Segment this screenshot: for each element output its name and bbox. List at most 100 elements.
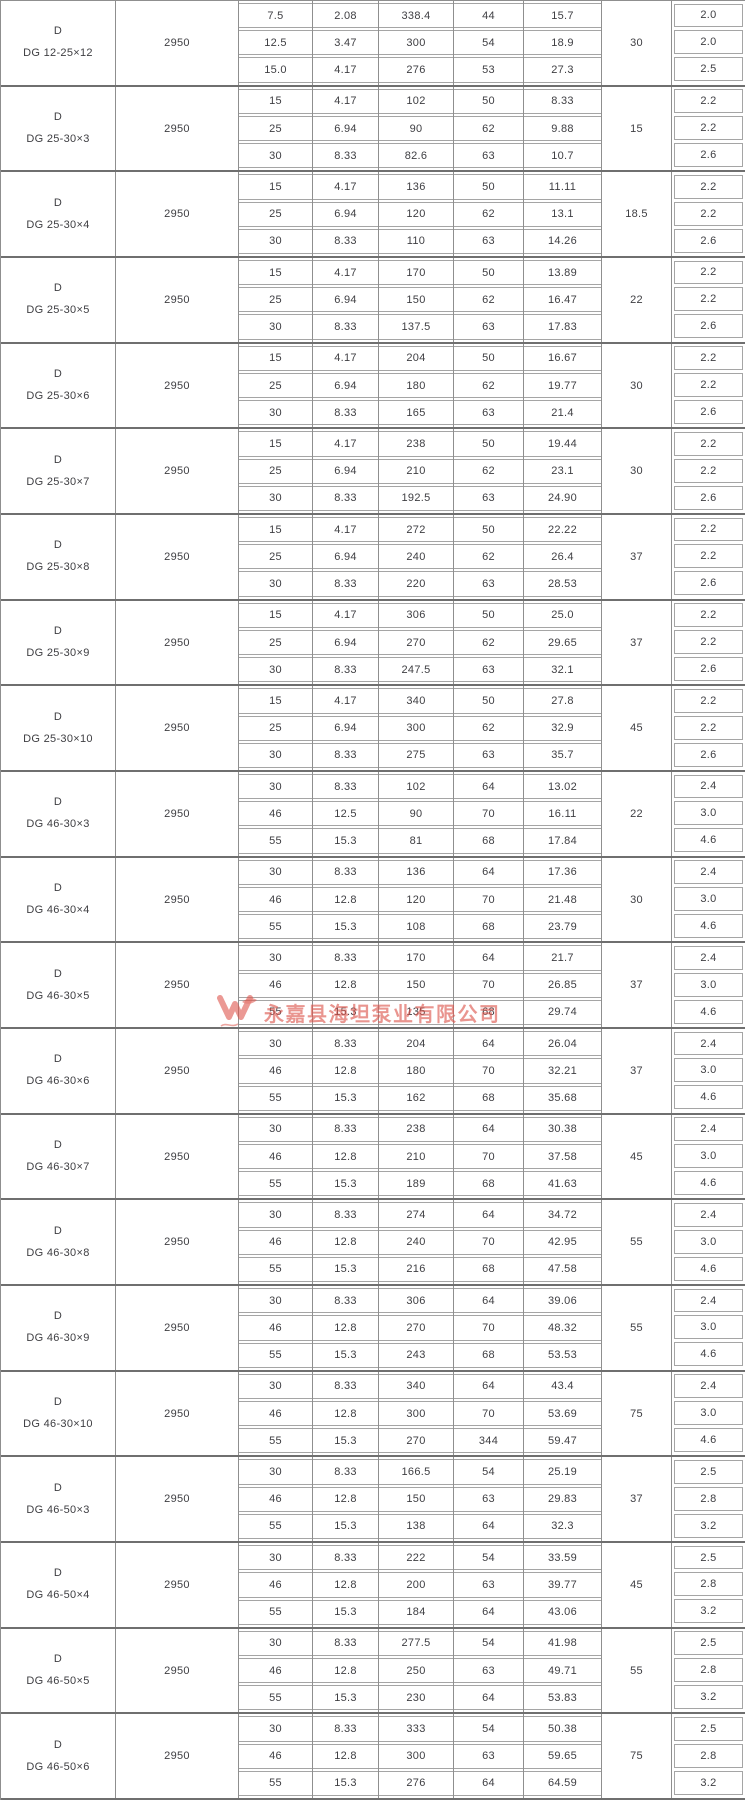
- flow-m3h-column: 15 25 30: [239, 343, 313, 428]
- flow-m3h-column: 15 25 30: [239, 172, 313, 257]
- extra-col-value: 3.2: [674, 1685, 743, 1709]
- extra-col-value: 2.8: [674, 1658, 743, 1683]
- extra-col-value: 2.6: [674, 314, 743, 339]
- head-column: 170 150 137.5: [379, 258, 454, 342]
- head-column: 102 90 81: [379, 772, 454, 856]
- flow-m3h-value: 30: [239, 657, 312, 683]
- extra-col-value: 2.2: [674, 201, 743, 226]
- head-value: 306: [379, 602, 453, 628]
- pump-model-group: D DG 25-30×4 2950 15 25 30 4.17 6.94 8.3…: [1, 172, 745, 259]
- flow-m3h-value: 46: [239, 1143, 312, 1170]
- model-code-label: DG 46-30×6: [26, 1075, 90, 1088]
- flow-m3h-column: 30 46 55: [239, 1114, 313, 1199]
- flow-ls-value: 6.94: [313, 458, 378, 484]
- shaft-power-value: 29.65: [524, 629, 601, 656]
- flow-m3h-value: 25: [239, 287, 312, 313]
- extra-col-value: 4.6: [674, 999, 743, 1024]
- flow-ls-value: 8.33: [313, 1545, 378, 1571]
- shaft-power-column: 30.38 37.58 41.63: [524, 1114, 602, 1199]
- extra-column: 2.4 3.0 4.6: [672, 772, 745, 856]
- pump-model-group: D DG 46-30×4 2950 30 46 55 8.33 12.8 15.…: [1, 857, 745, 944]
- model-cell: D DG 12-25×12: [1, 1, 116, 85]
- efficiency-value: 50: [454, 345, 523, 371]
- flow-ls-column: 4.17 6.94 8.33: [313, 429, 379, 514]
- extra-column: 2.2 2.2 2.6: [672, 429, 745, 513]
- head-column: 170 150 135: [379, 943, 454, 1028]
- extra-column: 2.4 3.0 4.6: [672, 1115, 745, 1199]
- flow-ls-value: 15.3: [313, 914, 378, 940]
- shaft-power-value: 17.83: [524, 314, 601, 340]
- extra-col-value: 2.2: [674, 688, 743, 713]
- shaft-power-value: 16.47: [524, 287, 601, 313]
- efficiency-column: 50 62 63: [454, 86, 524, 171]
- model-cell: D DG 46-30×3: [1, 772, 116, 856]
- extra-col-value: 2.4: [674, 1288, 743, 1313]
- head-value: 200: [379, 1572, 453, 1598]
- extra-column: 2.5 2.8 3.2: [672, 1629, 745, 1713]
- shaft-power-value: 10.7: [524, 143, 601, 169]
- flow-m3h-value: 55: [239, 1513, 312, 1540]
- extra-col-value: 2.2: [674, 174, 743, 199]
- model-code-label: DG 25-30×4: [26, 218, 90, 231]
- flow-m3h-value: 46: [239, 886, 312, 913]
- motor-power-cell: 45: [602, 1543, 672, 1627]
- head-value: 216: [379, 1256, 453, 1283]
- shaft-power-value: 9.88: [524, 115, 601, 142]
- shaft-power-column: 16.67 19.77 21.4: [524, 343, 602, 428]
- head-value: 136: [379, 859, 453, 885]
- head-value: 180: [379, 372, 453, 399]
- model-series-label: D: [53, 1310, 63, 1323]
- flow-m3h-column: 30 46 55: [239, 772, 313, 856]
- shaft-power-value: 26.85: [524, 972, 601, 998]
- flow-m3h-value: 55: [239, 1428, 312, 1454]
- shaft-power-value: 19.77: [524, 372, 601, 399]
- model-code-label: DG 46-50×5: [26, 1675, 90, 1688]
- head-value: 102: [379, 88, 453, 114]
- efficiency-value: 63: [454, 1486, 523, 1512]
- flow-ls-column: 8.33 12.8 15.3: [313, 1628, 379, 1713]
- extra-col-value: 2.8: [674, 1743, 743, 1768]
- flow-m3h-value: 15: [239, 174, 312, 200]
- model-code-label: DG 12-25×12: [23, 47, 93, 60]
- pump-model-group: D DG 25-30×9 2950 15 25 30 4.17 6.94 8.3…: [1, 600, 745, 687]
- extra-col-value: 3.2: [674, 1513, 743, 1538]
- efficiency-column: 64 70 68: [454, 857, 524, 942]
- head-value: 137.5: [379, 314, 453, 340]
- shaft-power-column: 25.19 29.83 32.3: [524, 1457, 602, 1542]
- efficiency-value: 54: [454, 1545, 523, 1571]
- extra-col-value: 2.4: [674, 1202, 743, 1227]
- pump-model-group: D DG 25-30×8 2950 15 25 30 4.17 6.94 8.3…: [1, 515, 745, 601]
- head-value: 340: [379, 1373, 453, 1399]
- flow-ls-value: 8.33: [313, 1716, 378, 1742]
- flow-m3h-value: 46: [239, 1572, 312, 1598]
- efficiency-value: 70: [454, 801, 523, 827]
- extra-col-value: 2.6: [674, 571, 743, 596]
- model-cell: D DG 46-30×8: [1, 1200, 116, 1285]
- motor-power-cell: 30: [602, 343, 672, 428]
- efficiency-value: 70: [454, 972, 523, 998]
- shaft-power-value: 33.59: [524, 1545, 601, 1571]
- head-value: 162: [379, 1085, 453, 1111]
- efficiency-column: 64 70 68: [454, 1114, 524, 1199]
- shaft-power-column: 22.22 26.4 28.53: [524, 515, 602, 599]
- shaft-power-value: 26.4: [524, 544, 601, 570]
- efficiency-value: 63: [454, 742, 523, 769]
- flow-m3h-column: 30 46 55: [239, 1200, 313, 1285]
- extra-column: 2.0 2.0 2.5: [672, 1, 745, 85]
- head-value: 270: [379, 1428, 453, 1454]
- efficiency-value: 64: [454, 1599, 523, 1625]
- model-code-label: DG 46-50×6: [26, 1760, 90, 1773]
- shaft-power-value: 47.58: [524, 1256, 601, 1283]
- shaft-power-value: 22.22: [524, 517, 601, 543]
- flow-m3h-column: 30 46 55: [239, 1543, 313, 1627]
- head-column: 136 120 110: [379, 172, 454, 257]
- shaft-power-value: 59.65: [524, 1743, 601, 1769]
- efficiency-value: 344: [454, 1428, 523, 1454]
- motor-power-cell: 37: [602, 515, 672, 599]
- model-series-label: D: [53, 25, 63, 38]
- flow-m3h-value: 55: [239, 1770, 312, 1797]
- speed-cell: 2950: [116, 1286, 239, 1370]
- flow-m3h-value: 15: [239, 431, 312, 457]
- shaft-power-value: 14.26: [524, 228, 601, 254]
- efficiency-value: 70: [454, 1229, 523, 1255]
